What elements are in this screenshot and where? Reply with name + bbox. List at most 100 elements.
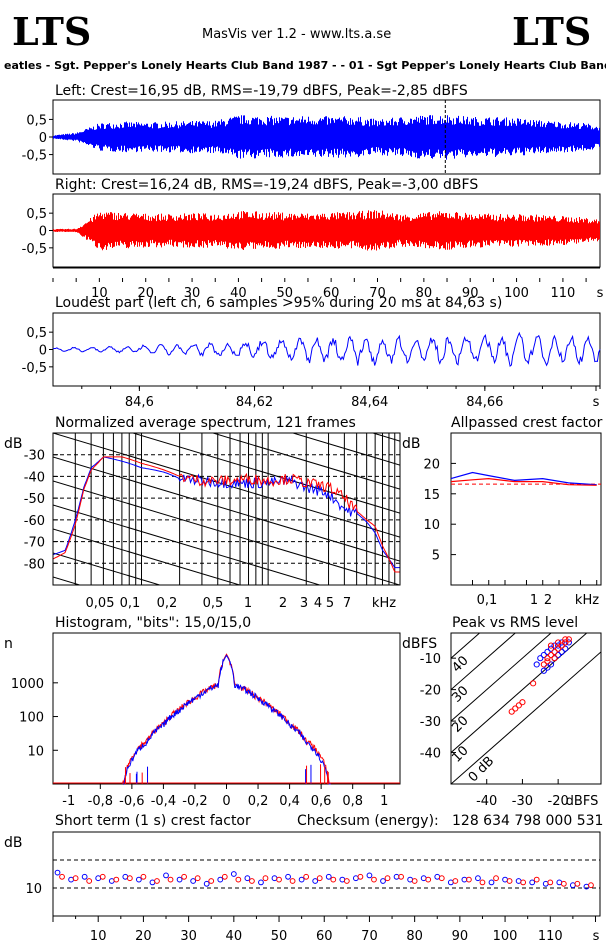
- shortcrest-left-point: [325, 873, 332, 880]
- shortcrest-xtick-label: 80: [406, 929, 423, 944]
- shortcrest-right-point: [99, 873, 106, 880]
- shortcrest-right-point: [194, 875, 201, 882]
- spectrum-xtick-label: 1: [244, 596, 252, 611]
- checksum-value: 128 634 798 000 531: [452, 813, 603, 829]
- peakrms-left-point: [537, 655, 544, 662]
- right-wave-ytick-label: -0,5: [22, 242, 47, 257]
- shortcrest-xtick-label: 10: [90, 929, 107, 944]
- spectrum-ylabel: dB: [4, 436, 23, 452]
- peakrms-xtick-label: -40: [476, 794, 497, 809]
- peakrms-right-point: [544, 658, 551, 665]
- right-wave-xtick-label: 70: [369, 286, 386, 301]
- peakrms-xtick-label: -30: [512, 794, 533, 809]
- peakrms-crest-label: 20: [449, 713, 471, 735]
- right-wave-xtick-label: 100: [504, 286, 529, 301]
- shortcrest-left-point: [81, 873, 88, 880]
- shortcrest-right-point: [235, 876, 242, 883]
- spectrum-ytick-label: -50: [24, 492, 45, 507]
- shortcrest-xtick-label: s: [593, 929, 600, 944]
- crest-ytick-label: 15: [423, 488, 440, 503]
- histogram-left-curve: [122, 654, 331, 786]
- peakrms-crest-diagonal: [451, 633, 552, 722]
- histogram-title: Histogram, "bits": 15,0/15,0: [55, 615, 251, 631]
- peakrms-left-point: [562, 645, 569, 652]
- peakrms-crest-label: 30: [449, 683, 471, 705]
- shortcrest-left-point: [163, 872, 169, 879]
- loudest-xtick-label: 84,62: [236, 395, 273, 410]
- shortcrest-right-point: [262, 875, 269, 882]
- shortcrest-xtick-label: 110: [538, 929, 563, 944]
- right-wave-ytick-label: 0,5: [26, 207, 47, 222]
- shortcrest-frame: [52, 831, 601, 917]
- right-wave-xtick-label: 30: [184, 286, 201, 301]
- shortcrest-right-point: [316, 875, 323, 882]
- right-wave-xtick-label: s: [597, 286, 604, 301]
- shortcrest-left-point: [488, 879, 495, 886]
- histogram-xtick-label: 0: [222, 794, 230, 809]
- peakrms-left-point: [565, 639, 572, 646]
- spectrum-ytick-label: -60: [24, 514, 45, 529]
- shortcrest-right-point: [560, 880, 567, 887]
- peakrms-right-point: [530, 680, 537, 687]
- loudest-ytick-label: -0,5: [22, 361, 47, 376]
- spectrum-slope-line: [291, 433, 400, 466]
- histogram-xtick-label: -0,2: [182, 794, 207, 809]
- peakrms-frame: [450, 632, 602, 785]
- histogram-xtick-label: -1: [62, 794, 75, 809]
- spectrum-slope-line: [53, 504, 322, 585]
- crest-xtick-label: 0,1: [477, 593, 498, 608]
- spectrum-title: Normalized average spectrum, 121 frames: [55, 415, 356, 431]
- peakrms-right-point: [555, 639, 562, 646]
- crest-xtick-label: kHz: [575, 593, 599, 608]
- left-wave-ytick-label: -0,5: [22, 149, 47, 164]
- logo-left: LTS: [12, 9, 91, 54]
- right-wave-ytick-label: 0: [39, 225, 47, 240]
- shortcrest-right-point: [249, 878, 255, 884]
- spectrum-xtick-label: 0,2: [157, 596, 178, 611]
- left-wave-ytick-label: 0: [39, 131, 47, 146]
- crest-ytick-label: 5: [432, 549, 440, 564]
- peakrms-right-point: [547, 642, 555, 649]
- shortcrest-xtick-label: 20: [135, 929, 152, 944]
- crest-xtick-label: 2: [544, 593, 552, 608]
- peakrms-ytick-label: -30: [420, 715, 441, 730]
- histogram-ylabel: n: [4, 636, 13, 652]
- crest-ytick-label: 10: [423, 518, 440, 533]
- right-wave-xtick-label: 50: [277, 286, 294, 301]
- loudest-part-title: Loudest part (left ch, 6 samples >95% du…: [55, 295, 502, 311]
- peakrms-left-point: [555, 651, 562, 659]
- histogram-xtick-label: 1: [380, 794, 388, 809]
- peakrms-left-point: [558, 639, 565, 646]
- spectrum-slope-line: [53, 456, 400, 562]
- peakrms-right-point: [555, 645, 562, 652]
- spectrum-slope-line: [53, 480, 400, 585]
- shortcrest-right-point: [411, 878, 418, 884]
- spectrum-left-curve: [53, 456, 400, 569]
- peakrms-left-point: [551, 642, 558, 649]
- peakrms-right-point: [519, 699, 526, 706]
- histogram-xtick-label: -0,8: [88, 794, 113, 809]
- peakrms-plot-area: [451, 633, 601, 784]
- shortcrest-right-point: [533, 876, 540, 883]
- histogram-xtick-label: 0,8: [342, 794, 363, 809]
- shortcrest-right-point: [371, 876, 377, 883]
- spectrum-xtick-label: 5: [326, 596, 334, 611]
- peakrms-left-point: [547, 661, 555, 668]
- app-title: MasVis ver 1.2 - www.lts.a.se: [202, 27, 391, 42]
- peakrms-left-point: [544, 648, 551, 655]
- spectrum-xtick-label: 3: [300, 596, 308, 611]
- histogram-xtick-label: 0,4: [279, 794, 300, 809]
- shortcrest-right-point: [167, 876, 174, 883]
- shortcrest-left-point: [258, 879, 264, 886]
- right-waveform-title: Right: Crest=16,24 dB, RMS=-19,24 dBFS, …: [55, 177, 478, 193]
- crest-xtick-label: 1: [530, 593, 538, 608]
- peakrms-crest-diagonal: [451, 651, 601, 784]
- spectrum-ytick-label: -40: [24, 470, 45, 485]
- loudest-xtick-label: s: [593, 395, 600, 410]
- peakrms-xtick-label: -20: [548, 794, 569, 809]
- shortcrest-right-point: [574, 880, 581, 887]
- shortcrest-right-point: [140, 873, 147, 880]
- shortcrest-left-point: [217, 876, 224, 883]
- crest-left-curve: [450, 471, 597, 486]
- loudest-xtick-label: 84,64: [351, 395, 388, 410]
